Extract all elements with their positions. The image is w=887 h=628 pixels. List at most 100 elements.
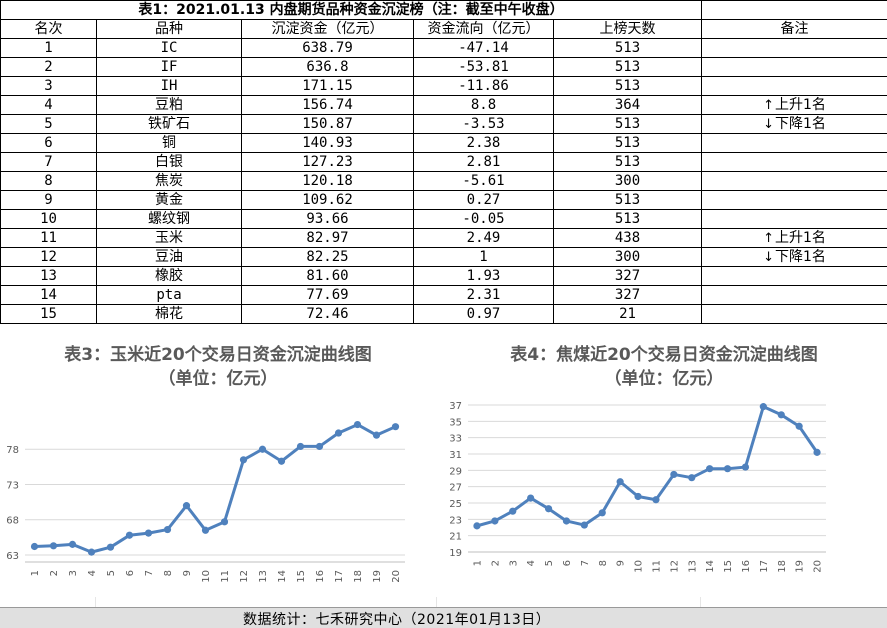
fund-cell[interactable]: 140.93 bbox=[241, 133, 414, 153]
header-rank[interactable]: 名次 bbox=[0, 19, 97, 39]
header-flow[interactable]: 资金流向（亿元） bbox=[413, 19, 554, 39]
days-cell[interactable]: 513 bbox=[552, 38, 703, 58]
name-cell[interactable]: 豆油 bbox=[96, 247, 242, 267]
name-cell[interactable]: 白银 bbox=[96, 152, 242, 172]
flow-cell[interactable]: 1.93 bbox=[413, 266, 554, 286]
note-cell[interactable] bbox=[701, 152, 887, 172]
days-cell[interactable]: 300 bbox=[552, 171, 703, 191]
name-cell[interactable]: 焦炭 bbox=[96, 171, 242, 191]
note-cell[interactable] bbox=[701, 209, 887, 229]
rank-cell[interactable]: 7 bbox=[0, 152, 97, 172]
header-fund[interactable]: 沉淀资金（亿元） bbox=[241, 19, 414, 39]
rank-cell[interactable]: 15 bbox=[0, 304, 97, 324]
fund-cell[interactable]: 636.8 bbox=[241, 57, 414, 77]
fund-cell[interactable]: 72.46 bbox=[241, 304, 414, 324]
days-cell[interactable]: 327 bbox=[552, 266, 703, 286]
flow-cell[interactable]: -53.81 bbox=[413, 57, 554, 77]
rank-cell[interactable]: 10 bbox=[0, 209, 97, 229]
rank-cell[interactable]: 14 bbox=[0, 285, 97, 305]
rank-cell[interactable]: 1 bbox=[0, 38, 97, 58]
name-cell[interactable]: IF bbox=[96, 57, 242, 77]
rank-cell[interactable]: 11 bbox=[0, 228, 97, 248]
name-cell[interactable]: 玉米 bbox=[96, 228, 242, 248]
flow-cell[interactable]: -5.61 bbox=[413, 171, 554, 191]
note-cell[interactable] bbox=[701, 38, 887, 58]
rank-cell[interactable]: 13 bbox=[0, 266, 97, 286]
fund-cell[interactable]: 82.25 bbox=[241, 247, 414, 267]
days-cell[interactable]: 513 bbox=[552, 133, 703, 153]
flow-cell[interactable]: -3.53 bbox=[413, 114, 554, 134]
note-cell[interactable] bbox=[701, 190, 887, 210]
name-cell[interactable]: 铁矿石 bbox=[96, 114, 242, 134]
rank-cell[interactable]: 12 bbox=[0, 247, 97, 267]
note-cell[interactable]: ↓下降1名 bbox=[701, 247, 887, 267]
days-cell[interactable]: 513 bbox=[552, 209, 703, 229]
table-title[interactable]: 表1：2021.01.13 内盘期货品种资金沉淀榜（注：截至中午收盘） bbox=[0, 0, 703, 20]
fund-cell[interactable]: 127.23 bbox=[241, 152, 414, 172]
flow-cell[interactable]: -47.14 bbox=[413, 38, 554, 58]
coking-coal-chart-panel[interactable]: 表4：焦煤近20个交易日资金沉淀曲线图 （单位：亿元） 19 21 23 25 27 29 31… bbox=[442, 331, 886, 597]
fund-cell[interactable]: 82.97 bbox=[241, 228, 414, 248]
days-cell[interactable]: 364 bbox=[552, 95, 703, 115]
header-days[interactable]: 上榜天数 bbox=[552, 19, 703, 39]
rank-cell[interactable]: 4 bbox=[0, 95, 97, 115]
note-cell[interactable] bbox=[701, 171, 887, 191]
name-cell[interactable]: 铜 bbox=[96, 133, 242, 153]
rank-cell[interactable]: 2 bbox=[0, 57, 97, 77]
note-cell[interactable]: ↓下降1名 bbox=[701, 114, 887, 134]
flow-cell[interactable]: 2.81 bbox=[413, 152, 554, 172]
days-cell[interactable]: 438 bbox=[552, 228, 703, 248]
note-cell[interactable]: ↑上升1名 bbox=[701, 228, 887, 248]
days-cell[interactable]: 513 bbox=[552, 190, 703, 210]
flow-cell[interactable]: 2.31 bbox=[413, 285, 554, 305]
name-cell[interactable]: IC bbox=[96, 38, 242, 58]
note-cell[interactable] bbox=[701, 57, 887, 77]
note-cell[interactable]: ↑上升1名 bbox=[701, 95, 887, 115]
corn-chart-panel[interactable]: 表3：玉米近20个交易日资金沉淀曲线图 （单位：亿元） 63 68 73 78 1 2 3 4 5 6… bbox=[1, 331, 435, 597]
fund-cell[interactable]: 156.74 bbox=[241, 95, 414, 115]
name-cell[interactable]: 豆粕 bbox=[96, 95, 242, 115]
days-cell[interactable]: 513 bbox=[552, 114, 703, 134]
rank-cell[interactable]: 6 bbox=[0, 133, 97, 153]
fund-cell[interactable]: 150.87 bbox=[241, 114, 414, 134]
name-cell[interactable]: 棉花 bbox=[96, 304, 242, 324]
flow-cell[interactable]: 8.8 bbox=[413, 95, 554, 115]
rank-cell[interactable]: 8 bbox=[0, 171, 97, 191]
header-name[interactable]: 品种 bbox=[96, 19, 242, 39]
note-cell[interactable] bbox=[701, 285, 887, 305]
name-cell[interactable]: 螺纹钢 bbox=[96, 209, 242, 229]
name-cell[interactable]: IH bbox=[96, 76, 242, 96]
note-cell[interactable] bbox=[701, 76, 887, 96]
flow-cell[interactable]: -0.05 bbox=[413, 209, 554, 229]
rank-cell[interactable]: 3 bbox=[0, 76, 97, 96]
days-cell[interactable]: 513 bbox=[552, 57, 703, 77]
empty-cell[interactable] bbox=[701, 0, 887, 20]
fund-cell[interactable]: 120.18 bbox=[241, 171, 414, 191]
name-cell[interactable]: 橡胶 bbox=[96, 266, 242, 286]
fund-cell[interactable]: 638.79 bbox=[241, 38, 414, 58]
flow-cell[interactable]: 0.27 bbox=[413, 190, 554, 210]
name-cell[interactable]: 黄金 bbox=[96, 190, 242, 210]
days-cell[interactable]: 513 bbox=[552, 152, 703, 172]
flow-cell[interactable]: 1 bbox=[413, 247, 554, 267]
fund-cell[interactable]: 81.60 bbox=[241, 266, 414, 286]
name-cell[interactable]: pta bbox=[96, 285, 242, 305]
flow-cell[interactable]: 2.38 bbox=[413, 133, 554, 153]
days-cell[interactable]: 327 bbox=[552, 285, 703, 305]
rank-cell[interactable]: 9 bbox=[0, 190, 97, 210]
fund-cell[interactable]: 93.66 bbox=[241, 209, 414, 229]
flow-cell[interactable]: 2.49 bbox=[413, 228, 554, 248]
fund-cell[interactable]: 109.62 bbox=[241, 190, 414, 210]
fund-cell[interactable]: 77.69 bbox=[241, 285, 414, 305]
days-cell[interactable]: 21 bbox=[552, 304, 703, 324]
note-cell[interactable] bbox=[701, 266, 887, 286]
header-note[interactable]: 备注 bbox=[701, 19, 887, 39]
days-cell[interactable]: 513 bbox=[552, 76, 703, 96]
note-cell[interactable] bbox=[701, 133, 887, 153]
flow-cell[interactable]: -11.86 bbox=[413, 76, 554, 96]
rank-cell[interactable]: 5 bbox=[0, 114, 97, 134]
flow-cell[interactable]: 0.97 bbox=[413, 304, 554, 324]
days-cell[interactable]: 300 bbox=[552, 247, 703, 267]
note-cell[interactable] bbox=[701, 304, 887, 324]
fund-cell[interactable]: 171.15 bbox=[241, 76, 414, 96]
